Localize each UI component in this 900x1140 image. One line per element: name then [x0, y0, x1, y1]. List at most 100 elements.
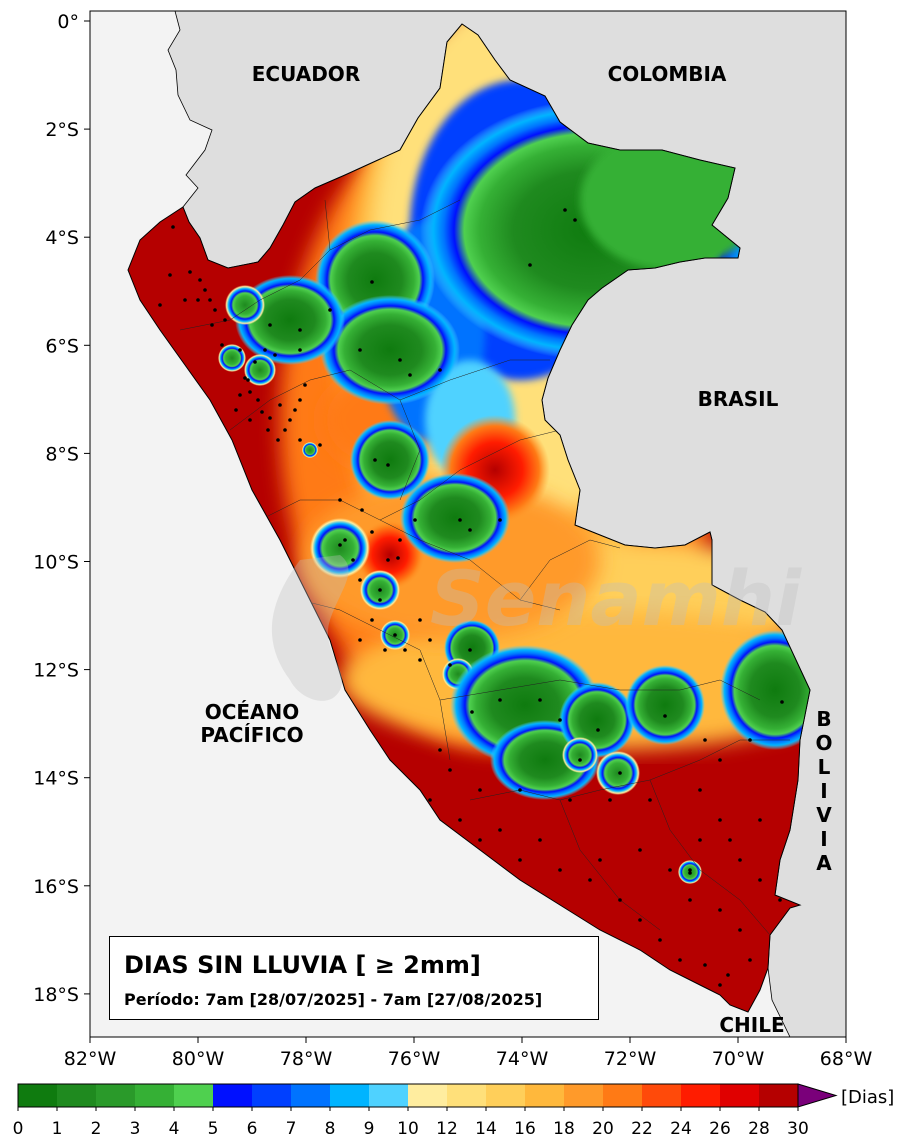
colorbar-tick-label: 26	[709, 1119, 731, 1139]
station-dots	[158, 208, 784, 987]
station-dot	[663, 714, 667, 718]
colorbar-unit: [Dias]	[841, 1087, 894, 1108]
station-dot	[718, 908, 722, 912]
colorbar-tick-label: 1	[52, 1119, 63, 1139]
colorbar-segment	[330, 1084, 370, 1107]
bolivia-letter: A	[816, 851, 832, 875]
lon-tick-label: 70°W	[712, 1048, 765, 1070]
map-period: Período: 7am [28/07/2025] - 7am [27/08/2…	[124, 990, 543, 1009]
station-dot	[238, 348, 242, 352]
station-dot	[698, 838, 702, 842]
station-dot	[778, 898, 782, 902]
colorbar-tick-label: 3	[130, 1119, 141, 1139]
label-brasil: BRASIL	[698, 387, 779, 411]
colorbar-segment	[96, 1084, 136, 1107]
station-dot	[780, 700, 784, 704]
station-dot	[748, 738, 752, 742]
lat-tick-label: 10°S	[33, 552, 79, 574]
station-dot	[468, 528, 472, 532]
station-dot	[558, 868, 562, 872]
colorbar-segment	[720, 1084, 760, 1107]
station-dot	[248, 418, 252, 422]
station-dot	[220, 343, 224, 347]
station-dot	[528, 263, 532, 267]
station-dot	[568, 798, 572, 802]
station-dot	[658, 938, 662, 942]
bolivia-letter: I	[820, 827, 827, 851]
station-dot	[378, 598, 382, 602]
station-dot	[358, 638, 362, 642]
station-dot	[678, 958, 682, 962]
lat-tick-label: 8°S	[45, 443, 79, 465]
station-dot	[208, 298, 212, 302]
station-dot	[393, 633, 397, 637]
station-dot	[373, 458, 377, 462]
colorbar-tick-label: 30	[787, 1119, 809, 1139]
colorbar-segment	[759, 1084, 799, 1107]
station-dot	[386, 463, 390, 467]
station-dot	[223, 318, 227, 322]
station-dot	[648, 798, 652, 802]
station-dot	[398, 358, 402, 362]
bolivia-letter: B	[816, 707, 831, 731]
colorbar-segment	[681, 1084, 721, 1107]
station-dot	[703, 738, 707, 742]
colorbar-tick-label: 10	[397, 1119, 419, 1139]
lon-tick-label: 72°W	[604, 1048, 657, 1070]
station-dot	[418, 618, 422, 622]
station-dot	[618, 771, 622, 775]
lat-tick-label: 14°S	[33, 768, 79, 790]
colorbar-segment	[525, 1084, 565, 1107]
station-dot	[596, 728, 600, 732]
station-dot	[578, 758, 582, 762]
station-dot	[278, 403, 282, 407]
colorbar-segment	[174, 1084, 214, 1107]
label-ecuador: ECUADOR	[252, 62, 360, 86]
station-dot	[718, 818, 722, 822]
lon-tick-label: 80°W	[172, 1048, 225, 1070]
bolivia-letter: V	[816, 803, 832, 827]
senamhi-watermark: Senamhi	[271, 554, 802, 701]
colorbar-segment	[252, 1084, 292, 1107]
station-dot	[283, 428, 287, 432]
station-dot	[478, 838, 482, 842]
station-dot	[558, 718, 562, 722]
station-dot	[498, 698, 502, 702]
station-dot	[408, 373, 412, 377]
station-dot	[243, 376, 247, 380]
colorbar-tick-label: 20	[592, 1119, 614, 1139]
station-dot	[203, 288, 207, 292]
station-dot	[168, 273, 172, 277]
latitude-axis: 0° 2°S 4°S 6°S 8°S 10°S 12°S 14°S 16°S 18°S	[33, 11, 90, 1006]
station-dot	[588, 878, 592, 882]
station-dot	[358, 348, 362, 352]
station-dot	[498, 828, 502, 832]
station-dot	[638, 918, 642, 922]
station-dot	[260, 410, 264, 414]
station-dot	[458, 518, 462, 522]
station-dot	[248, 390, 252, 394]
dry-days-field	[218, 24, 810, 884]
station-dot	[718, 758, 722, 762]
station-dot	[758, 878, 762, 882]
station-dot	[688, 871, 692, 875]
bolivia-letter: L	[818, 755, 831, 779]
station-dot	[253, 360, 257, 364]
station-dot	[518, 788, 522, 792]
station-dot	[171, 225, 175, 229]
colorbar-tick-label: 7	[286, 1119, 297, 1139]
colorbar-segment	[57, 1084, 97, 1107]
colorbar-segment	[291, 1084, 331, 1107]
station-dot	[478, 788, 482, 792]
lat-tick-label: 0°	[57, 11, 79, 33]
station-dot	[268, 416, 272, 420]
station-dot	[413, 518, 417, 522]
colorbar-segment	[18, 1084, 58, 1107]
map-title: DIAS SIN LLUVIA [ ≥ 2mm]	[124, 951, 481, 979]
station-dot	[703, 963, 707, 967]
station-dot	[718, 983, 722, 987]
colorbar-tick-label: 5	[208, 1119, 219, 1139]
colorbar-tick-label: 0	[13, 1119, 24, 1139]
label-ocean-line2: PACÍFICO	[200, 723, 303, 747]
